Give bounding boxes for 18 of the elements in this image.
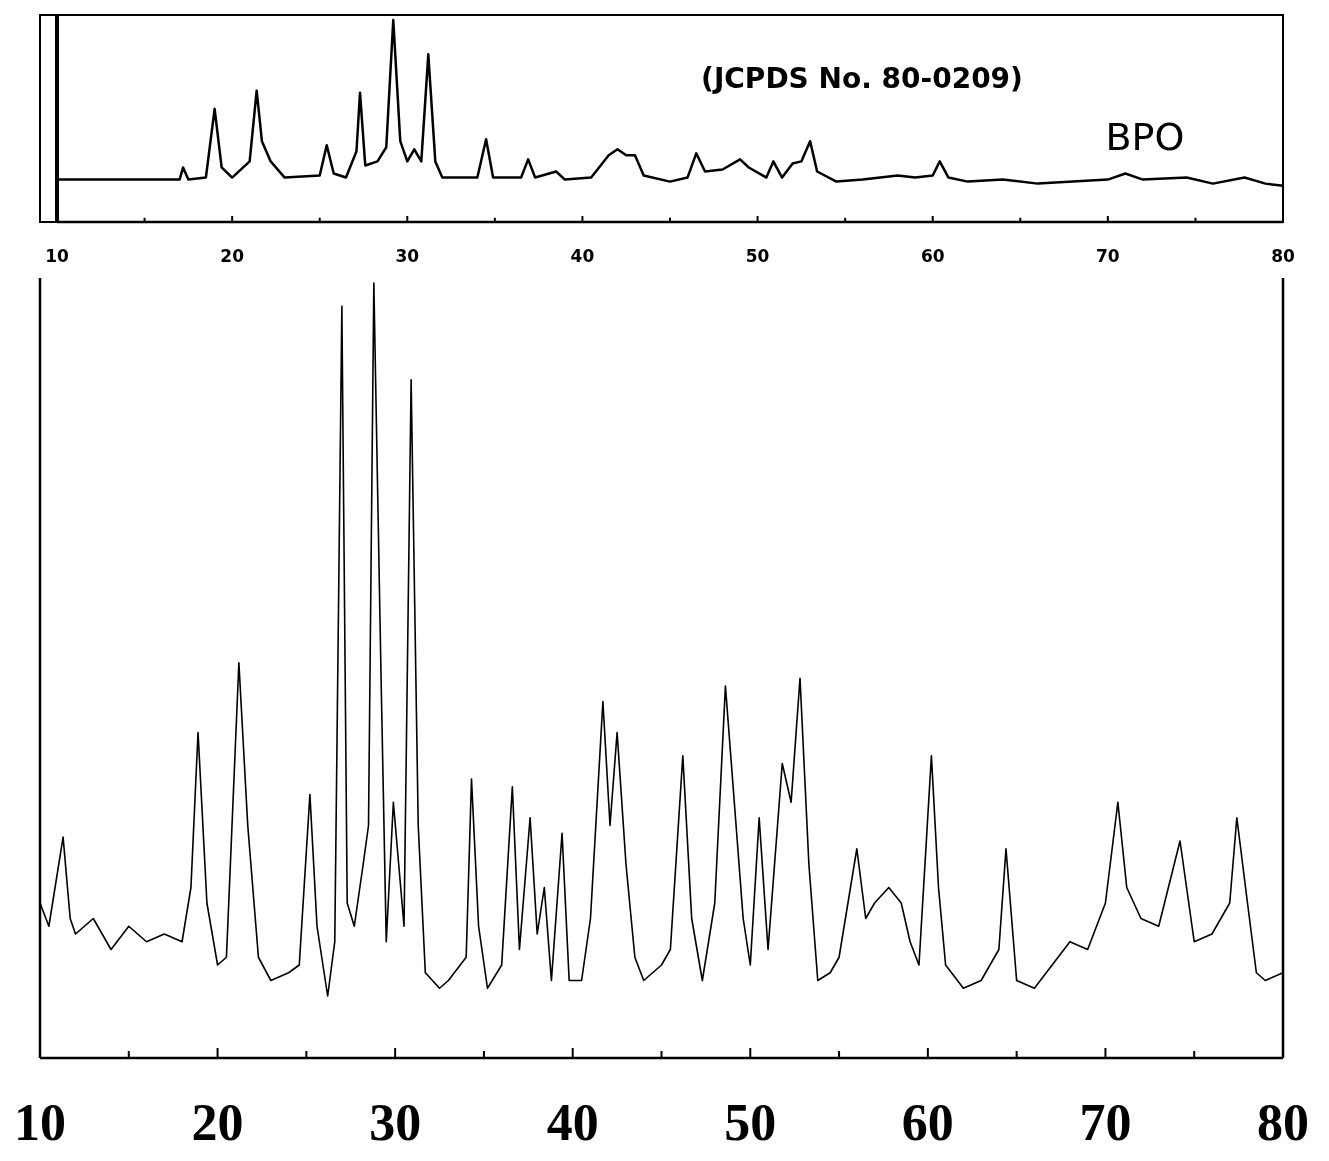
x-tick-label: 50 <box>745 246 770 266</box>
x-tick-label: 70 <box>1079 1094 1132 1151</box>
x-tick-label: 20 <box>220 246 245 266</box>
x-tick-label: 20 <box>191 1094 244 1151</box>
annotation: BPO <box>1105 115 1185 159</box>
x-tick-label: 30 <box>369 1094 422 1151</box>
x-tick-label: 40 <box>546 1094 599 1151</box>
x-tick-label: 10 <box>45 246 69 266</box>
x-tick-label: 80 <box>1271 246 1295 266</box>
x-tick-label: 40 <box>570 246 595 266</box>
x-tick-label: 50 <box>724 1094 777 1151</box>
x-tick-label: 10 <box>14 1094 66 1151</box>
x-tick-label: 30 <box>395 246 420 266</box>
x-tick-label: 60 <box>920 246 945 266</box>
x-tick-label: 70 <box>1096 246 1120 266</box>
x-tick-label: 80 <box>1257 1094 1309 1151</box>
annotation: (JCPDS No. 80-0209) <box>701 62 1023 95</box>
x-tick-label: 60 <box>901 1094 954 1151</box>
